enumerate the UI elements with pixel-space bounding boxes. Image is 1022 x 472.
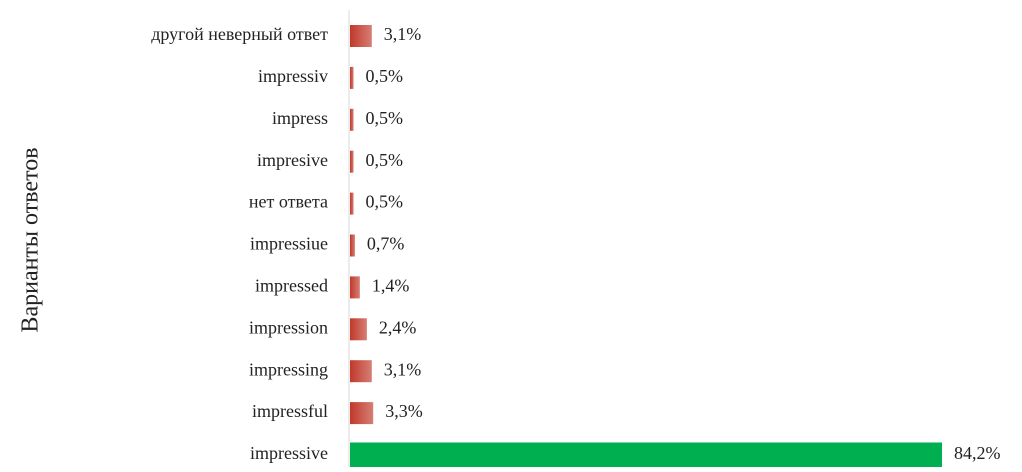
value-label: 84,2% bbox=[954, 443, 1001, 463]
y-tick-label: другой неверный ответ bbox=[151, 24, 328, 44]
value-label: 0,5% bbox=[366, 150, 404, 170]
value-label: 3,1% bbox=[384, 359, 422, 379]
bar bbox=[350, 234, 355, 257]
bar bbox=[350, 442, 942, 468]
y-tick-label: impressful bbox=[252, 401, 328, 421]
y-tick-label: impress bbox=[272, 108, 328, 128]
value-label: 0,5% bbox=[366, 192, 404, 212]
bar bbox=[350, 318, 367, 341]
bar bbox=[350, 150, 354, 173]
bar bbox=[350, 276, 360, 299]
value-label: 2,4% bbox=[379, 317, 417, 337]
y-tick-label: impressiv bbox=[258, 66, 328, 86]
value-label: 3,3% bbox=[385, 401, 423, 421]
y-tick-label: impresive bbox=[257, 150, 328, 170]
value-label: 1,4% bbox=[372, 276, 410, 296]
bar bbox=[350, 192, 354, 215]
y-axis-title: Варианты ответов bbox=[18, 147, 44, 332]
y-tick-label: нет ответа bbox=[249, 192, 328, 212]
y-tick-label: impressing bbox=[249, 359, 328, 379]
y-tick-label: impressed bbox=[255, 276, 328, 296]
bar bbox=[350, 108, 354, 131]
y-tick-label: impressive bbox=[250, 443, 328, 463]
value-label: 0,7% bbox=[367, 234, 405, 254]
bar bbox=[350, 360, 372, 383]
y-tick-label: impressiue bbox=[250, 234, 328, 254]
y-tick-label: impression bbox=[249, 317, 328, 337]
value-label: 3,1% bbox=[384, 24, 422, 44]
value-label: 0,5% bbox=[366, 66, 404, 86]
value-label: 0,5% bbox=[366, 108, 404, 128]
bar bbox=[350, 402, 374, 425]
bar bbox=[350, 25, 372, 47]
bar bbox=[350, 66, 354, 89]
